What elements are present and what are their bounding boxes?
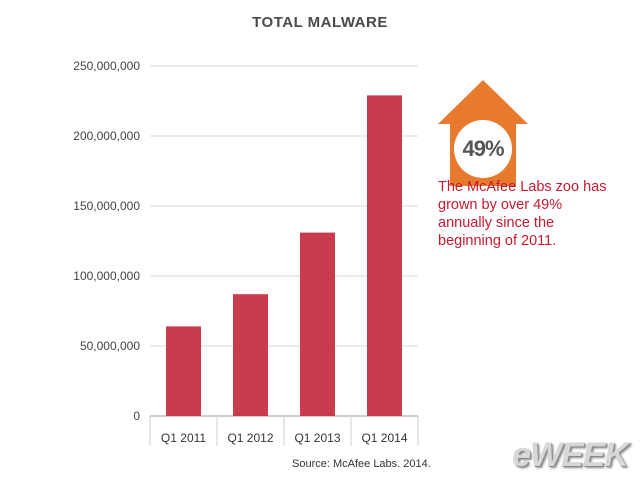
y-axis-ticks: 0 50,000,000 100,000,000 150,000,000 200,000… — [73, 59, 140, 423]
growth-description: The McAfee Labs zoo has grown by over 49… — [438, 179, 607, 249]
x-category-label: Q1 2012 — [227, 431, 273, 445]
bar — [300, 232, 335, 416]
bar — [367, 95, 402, 417]
source-note: Source: McAfee Labs. 2014. — [292, 458, 431, 470]
y-tick-label: 0 — [133, 409, 140, 423]
bars — [166, 95, 402, 417]
bar — [166, 326, 201, 416]
x-category-label: Q1 2011 — [161, 431, 206, 445]
x-category-label: Q1 2013 — [294, 431, 340, 445]
growth-percent-badge: 49% — [454, 120, 512, 178]
brand-logo: eWEEK — [512, 436, 629, 474]
x-axis-categories: Q1 2011 Q1 2012 Q1 2013 Q1 2014 — [149, 416, 419, 446]
chart-title: TOTAL MALWARE — [252, 14, 388, 31]
y-tick-label: 50,000,000 — [80, 339, 140, 353]
y-tick-label: 100,000,000 — [73, 269, 140, 283]
y-tick-label: 150,000,000 — [73, 199, 140, 213]
x-category-label: Q1 2014 — [361, 431, 407, 445]
y-tick-label: 250,000,000 — [73, 59, 140, 73]
bar — [233, 294, 268, 416]
y-tick-label: 200,000,000 — [73, 129, 140, 143]
